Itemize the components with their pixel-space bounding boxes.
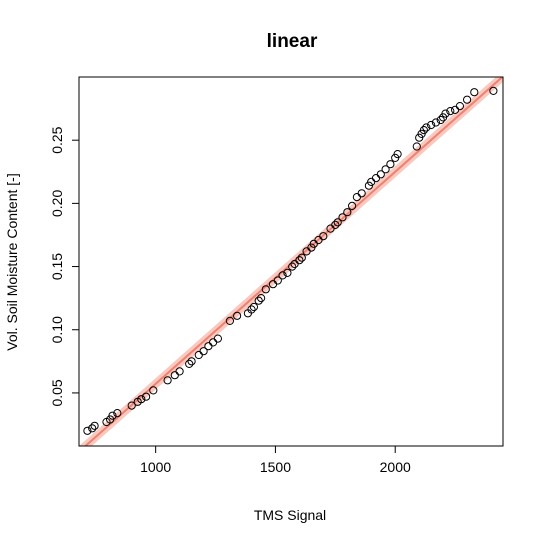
data-point	[213, 334, 222, 343]
data-point	[233, 311, 242, 320]
y-axis: 0.05 0.10 0.15 0.20 0.25	[49, 126, 79, 407]
data-point	[88, 424, 97, 433]
data-point	[446, 107, 455, 116]
data-point	[295, 256, 304, 265]
data-point	[187, 357, 196, 366]
y-tick-label: 0.20	[49, 190, 65, 217]
data-point	[163, 376, 172, 385]
data-point	[175, 367, 184, 376]
y-tick-label: 0.10	[49, 316, 65, 343]
data-point	[319, 232, 328, 241]
data-point	[455, 102, 464, 111]
data-point	[225, 316, 234, 325]
data-point	[470, 88, 479, 97]
data-point	[283, 268, 292, 277]
data-point	[489, 86, 498, 96]
data-point	[338, 213, 347, 222]
plot-content	[79, 77, 503, 446]
data-point	[422, 123, 431, 132]
data-point	[249, 302, 258, 312]
data-point	[83, 426, 92, 435]
x-tick-label: 1500	[260, 459, 291, 475]
data-point	[376, 170, 385, 179]
plot-frame	[78, 76, 504, 447]
data-point	[273, 276, 282, 285]
data-point	[90, 421, 99, 430]
x-axis-label: TMS Signal	[254, 507, 326, 523]
y-tick-label: 0.15	[49, 253, 65, 280]
data-point	[436, 115, 445, 125]
x-tick-label: 2000	[380, 459, 411, 475]
data-point	[393, 150, 402, 159]
data-point	[261, 285, 270, 294]
data-point	[431, 118, 440, 127]
chart-title: linear	[267, 31, 318, 52]
x-axis: 1000 1500 2000	[140, 446, 411, 475]
data-point	[427, 120, 436, 130]
data-point	[331, 220, 340, 229]
data-point	[108, 411, 117, 420]
data-point	[257, 294, 266, 303]
data-point	[247, 305, 256, 314]
data-point	[357, 189, 366, 198]
data-point	[333, 218, 342, 227]
data-point	[441, 109, 450, 118]
data-point	[278, 271, 287, 280]
y-tick-label: 0.25	[49, 126, 65, 153]
x-tick-label: 1000	[140, 459, 171, 475]
data-point	[149, 386, 158, 395]
data-point	[288, 262, 297, 271]
data-point	[142, 392, 151, 401]
data-point	[348, 201, 357, 210]
y-tick-label: 0.05	[49, 379, 65, 406]
data-point	[254, 296, 263, 305]
y-axis-label: Vol. Soil Moisture Content [-]	[4, 173, 20, 350]
data-point	[419, 126, 428, 135]
data-point	[185, 359, 194, 368]
data-point	[127, 401, 136, 410]
data-point	[113, 409, 122, 418]
data-point	[297, 253, 306, 262]
data-point	[386, 160, 395, 169]
data-point	[199, 347, 208, 356]
data-point	[381, 165, 390, 174]
plot-area	[79, 77, 503, 446]
data-point	[137, 395, 146, 404]
data-point	[412, 142, 421, 151]
data-point	[343, 208, 352, 217]
data-point	[463, 95, 472, 104]
